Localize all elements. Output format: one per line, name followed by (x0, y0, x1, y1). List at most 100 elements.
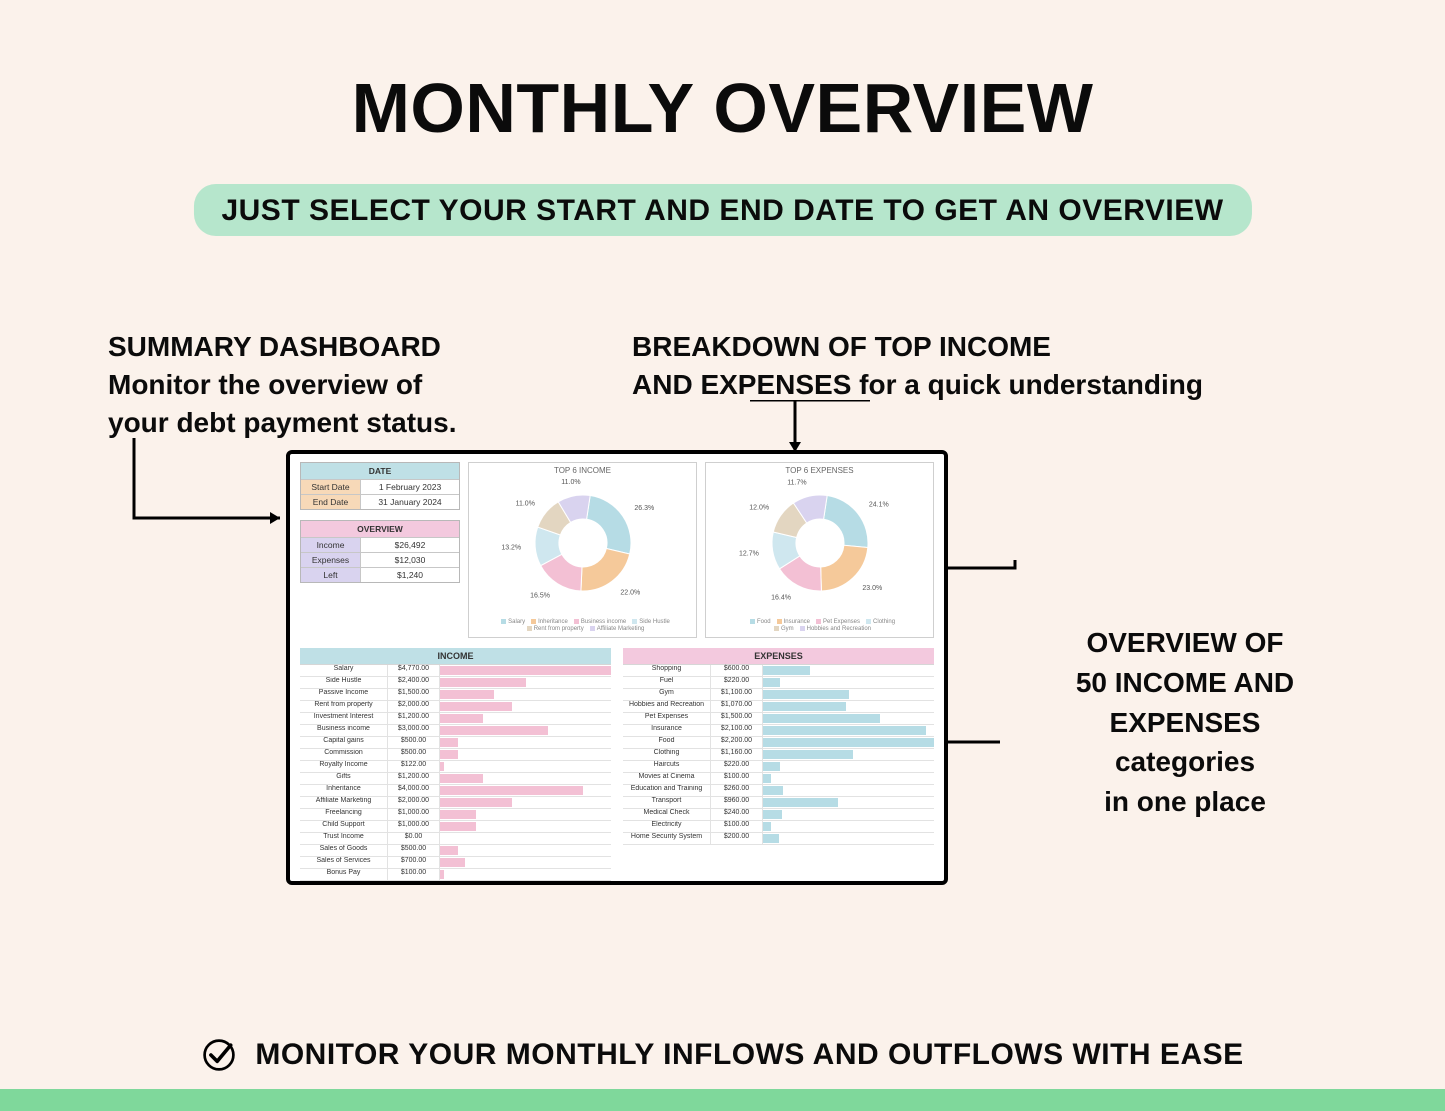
row-name: Child Support (300, 821, 388, 832)
table-row: Food$2,200.00 (623, 737, 934, 749)
overview-income-label: Income (301, 538, 361, 552)
row-bar (763, 761, 934, 772)
row-bar (440, 869, 611, 880)
row-bar (763, 701, 934, 712)
start-date-value[interactable]: 1 February 2023 (361, 480, 459, 494)
table-row: Pet Expenses$1,500.00 (623, 713, 934, 725)
row-name: Passive Income (300, 689, 388, 700)
row-value: $2,100.00 (711, 725, 763, 736)
row-bar (763, 809, 934, 820)
row-value: $4,770.00 (388, 665, 440, 676)
row-value: $500.00 (388, 749, 440, 760)
row-value: $260.00 (711, 785, 763, 796)
overview-left-label: Left (301, 568, 361, 582)
caption-summary-dashboard: SUMMARY DASHBOARD Monitor the overview o… (108, 328, 528, 441)
row-bar (440, 713, 611, 724)
row-value: $2,000.00 (388, 701, 440, 712)
row-value: $220.00 (711, 677, 763, 688)
svg-text:16.4%: 16.4% (771, 595, 791, 602)
table-row: Electricity$100.00 (623, 821, 934, 833)
end-date-label: End Date (301, 495, 361, 509)
row-name: Salary (300, 665, 388, 676)
overview-left-value: $1,240 (361, 568, 459, 582)
row-value: $500.00 (388, 845, 440, 856)
row-value: $1,000.00 (388, 809, 440, 820)
row-bar (440, 701, 611, 712)
table-row: Salary$4,770.00 (300, 665, 611, 677)
end-date-value[interactable]: 31 January 2024 (361, 495, 459, 509)
table-row: Investment Interest$1,200.00 (300, 713, 611, 725)
row-name: Gifts (300, 773, 388, 784)
table-row: Affiliate Marketing$2,000.00 (300, 797, 611, 809)
svg-text:26.3%: 26.3% (634, 505, 654, 512)
footer-text: MONITOR YOUR MONTHLY INFLOWS AND OUTFLOW… (255, 1038, 1243, 1072)
table-row: Sales of Goods$500.00 (300, 845, 611, 857)
svg-text:16.5%: 16.5% (530, 592, 550, 599)
row-name: Medical Check (623, 809, 711, 820)
bottom-green-bar (0, 1089, 1445, 1111)
donut-title: TOP 6 EXPENSES (706, 463, 933, 475)
row-value: $1,000.00 (388, 821, 440, 832)
row-value: $600.00 (711, 665, 763, 676)
row-bar (440, 737, 611, 748)
overview-expenses-label: Expenses (301, 553, 361, 567)
row-name: Sales of Goods (300, 845, 388, 856)
row-bar (763, 797, 934, 808)
table-row: Side Hustle$2,400.00 (300, 677, 611, 689)
row-bar (440, 773, 611, 784)
table-row: Rent from property$2,000.00 (300, 701, 611, 713)
row-value: $1,500.00 (711, 713, 763, 724)
page-title: MONTHLY OVERVIEW (0, 68, 1445, 148)
top-expenses-donut-chart: 24.1%23.0%16.4%12.7%12.0%11.7% (715, 477, 925, 605)
row-bar (763, 737, 934, 748)
svg-text:11.7%: 11.7% (787, 479, 806, 486)
row-bar (763, 785, 934, 796)
table-row: Royalty Income$122.00 (300, 761, 611, 773)
overview-expenses-value: $12,030 (361, 553, 459, 567)
row-value: $700.00 (388, 857, 440, 868)
row-name: Business income (300, 725, 388, 736)
row-name: Gym (623, 689, 711, 700)
caption-fifty-categories: OVERVIEW OF 50 INCOME AND EXPENSES categ… (970, 624, 1400, 823)
row-value: $220.00 (711, 761, 763, 772)
row-name: Electricity (623, 821, 711, 832)
row-bar (440, 785, 611, 796)
row-name: Investment Interest (300, 713, 388, 724)
table-row: Business income$3,000.00 (300, 725, 611, 737)
expenses-list: EXPENSES Shopping$600.00Fuel$220.00Gym$1… (623, 648, 934, 881)
svg-text:23.0%: 23.0% (862, 585, 882, 592)
row-value: $960.00 (711, 797, 763, 808)
row-value: $1,100.00 (711, 689, 763, 700)
row-name: Transport (623, 797, 711, 808)
row-value: $200.00 (711, 833, 763, 844)
table-row: Movies at Cinema$100.00 (623, 773, 934, 785)
svg-text:22.0%: 22.0% (620, 589, 640, 596)
row-bar (440, 821, 611, 832)
start-date-label: Start Date (301, 480, 361, 494)
row-value: $122.00 (388, 761, 440, 772)
row-value: $3,000.00 (388, 725, 440, 736)
row-bar (763, 677, 934, 688)
row-value: $240.00 (711, 809, 763, 820)
footer-tagline: MONITOR YOUR MONTHLY INFLOWS AND OUTFLOW… (0, 1037, 1445, 1073)
svg-text:11.0%: 11.0% (515, 501, 534, 508)
donut-legend: SalaryInheritanceBusiness incomeSide Hus… (473, 619, 692, 634)
row-value: $2,200.00 (711, 737, 763, 748)
caption-heading: SUMMARY DASHBOARD (108, 328, 528, 366)
row-bar (763, 833, 934, 844)
table-row: Haircuts$220.00 (623, 761, 934, 773)
overview-income-value: $26,492 (361, 538, 459, 552)
row-bar (440, 689, 611, 700)
caption-line: 50 INCOME AND (970, 664, 1400, 702)
table-row: Insurance$2,100.00 (623, 725, 934, 737)
checkmark-icon (201, 1037, 237, 1073)
expenses-header: EXPENSES (623, 648, 934, 664)
row-bar (440, 725, 611, 736)
table-row: Sales of Services$700.00 (300, 857, 611, 869)
row-bar (763, 689, 934, 700)
row-name: Insurance (623, 725, 711, 736)
row-name: Inheritance (300, 785, 388, 796)
date-header: DATE (301, 463, 459, 479)
table-row: Hobbies and Recreation$1,070.00 (623, 701, 934, 713)
row-name: Hobbies and Recreation (623, 701, 711, 712)
